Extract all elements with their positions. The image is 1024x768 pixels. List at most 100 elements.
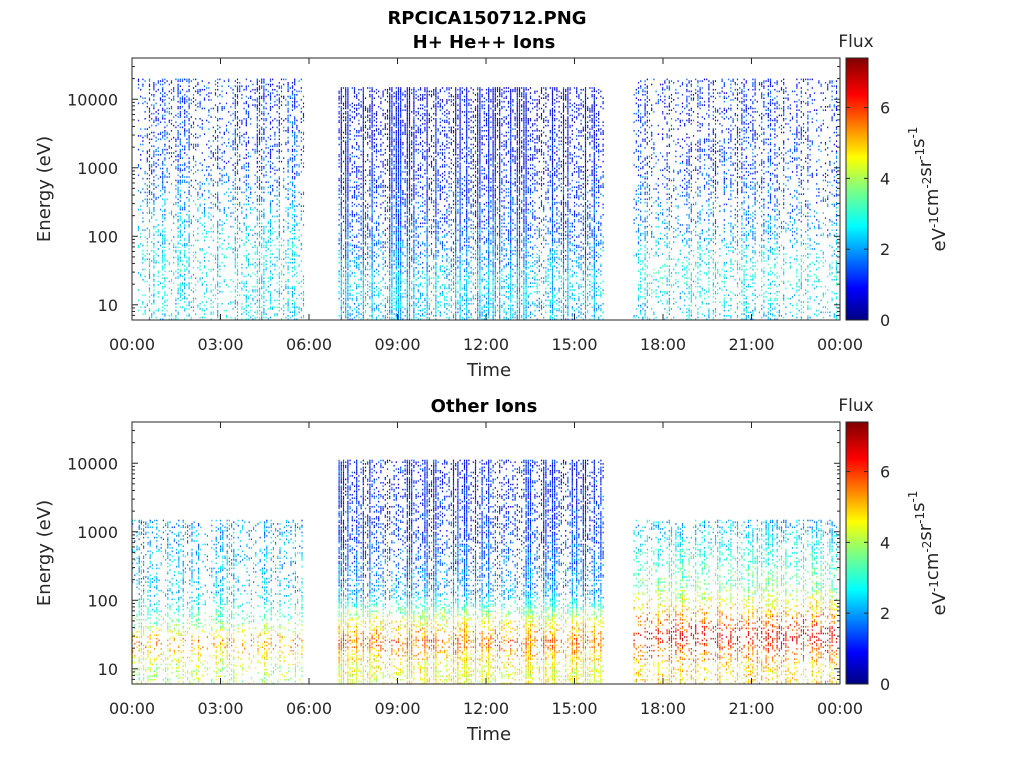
flux-cell <box>389 111 390 113</box>
flux-cell <box>376 152 377 154</box>
flux-cell <box>206 252 207 254</box>
flux-cell <box>394 305 395 307</box>
flux-cell <box>367 211 368 213</box>
flux-cell <box>180 282 181 284</box>
flux-cell <box>142 221 143 223</box>
flux-cell <box>217 145 218 147</box>
flux-cell <box>182 96 183 98</box>
flux-cell <box>292 91 293 93</box>
flux-cell <box>222 106 223 108</box>
flux-cell <box>215 89 216 91</box>
flux-cell <box>376 294 377 296</box>
flux-cell <box>257 149 258 151</box>
flux-cell <box>160 104 161 106</box>
flux-cell <box>237 228 238 230</box>
flux-cell <box>372 216 373 218</box>
flux-cell <box>235 301 236 303</box>
flux-cell <box>164 279 165 281</box>
figure-title: RPCICA150712.PNG <box>387 8 586 29</box>
flux-cell <box>219 103 220 105</box>
flux-cell <box>246 305 247 307</box>
flux-cell <box>294 255 295 257</box>
flux-cell <box>274 132 275 134</box>
flux-cell <box>356 212 357 214</box>
flux-cell <box>156 111 157 113</box>
flux-cell <box>241 282 242 284</box>
flux-cell <box>385 168 386 170</box>
flux-cell <box>248 111 249 113</box>
flux-cell <box>184 180 185 182</box>
flux-cell <box>248 113 249 115</box>
flux-cell <box>197 306 198 308</box>
flux-cell <box>237 192 238 194</box>
flux-cell <box>372 310 373 312</box>
flux-cell <box>372 199 373 201</box>
flux-cell <box>208 147 209 149</box>
flux-cell <box>372 281 373 283</box>
flux-cell <box>343 312 344 314</box>
flux-cell <box>162 221 163 223</box>
flux-cell <box>391 164 392 166</box>
flux-cell <box>345 133 346 135</box>
flux-cell <box>248 166 249 168</box>
flux-cell <box>162 91 163 93</box>
flux-cell <box>162 163 163 165</box>
flux-cell <box>233 164 234 166</box>
flux-cell <box>372 183 373 185</box>
flux-cell <box>178 168 179 170</box>
flux-cell <box>193 79 194 81</box>
flux-cell <box>178 260 179 262</box>
flux-cell <box>296 106 297 108</box>
flux-cell <box>396 236 397 238</box>
flux-cell <box>361 171 362 173</box>
flux-cell <box>363 253 364 255</box>
flux-cell <box>235 306 236 308</box>
flux-cell <box>189 139 190 141</box>
flux-cell <box>356 221 357 223</box>
flux-cell <box>175 303 176 305</box>
flux-cell <box>365 296 366 298</box>
flux-cell <box>257 113 258 115</box>
flux-cell <box>345 272 346 274</box>
flux-cell <box>352 211 353 213</box>
flux-cell <box>237 250 238 252</box>
flux-cell <box>237 188 238 190</box>
flux-cell <box>299 130 300 132</box>
flux-cell <box>164 293 165 295</box>
flux-cell <box>182 157 183 159</box>
flux-cell <box>169 243 170 245</box>
flux-cell <box>270 156 271 158</box>
flux-cell <box>365 300 366 302</box>
flux-cell <box>283 313 284 315</box>
flux-cell <box>263 291 264 293</box>
flux-cell <box>372 207 373 209</box>
flux-cell <box>290 258 291 260</box>
flux-cell <box>255 104 256 106</box>
flux-cell <box>162 274 163 276</box>
flux-cell <box>283 245 284 247</box>
flux-cell <box>343 216 344 218</box>
flux-cell <box>206 180 207 182</box>
flux-cell <box>149 300 150 302</box>
flux-cell <box>239 89 240 91</box>
flux-cell <box>255 312 256 314</box>
flux-cell <box>341 317 342 319</box>
flux-cell <box>354 257 355 259</box>
flux-cell <box>149 260 150 262</box>
flux-cell <box>164 121 165 123</box>
flux-cell <box>372 133 373 135</box>
flux-cell <box>372 106 373 108</box>
flux-cell <box>372 303 373 305</box>
flux-cell <box>292 161 293 163</box>
flux-cell <box>257 137 258 139</box>
flux-cell <box>167 149 168 151</box>
flux-cell <box>149 284 150 286</box>
flux-cell <box>369 229 370 231</box>
flux-cell <box>182 264 183 266</box>
flux-cell <box>237 253 238 255</box>
flux-cell <box>365 258 366 260</box>
flux-cell <box>292 303 293 305</box>
flux-cell <box>345 176 346 178</box>
flux-cell <box>389 262 390 264</box>
flux-cell <box>228 142 229 144</box>
